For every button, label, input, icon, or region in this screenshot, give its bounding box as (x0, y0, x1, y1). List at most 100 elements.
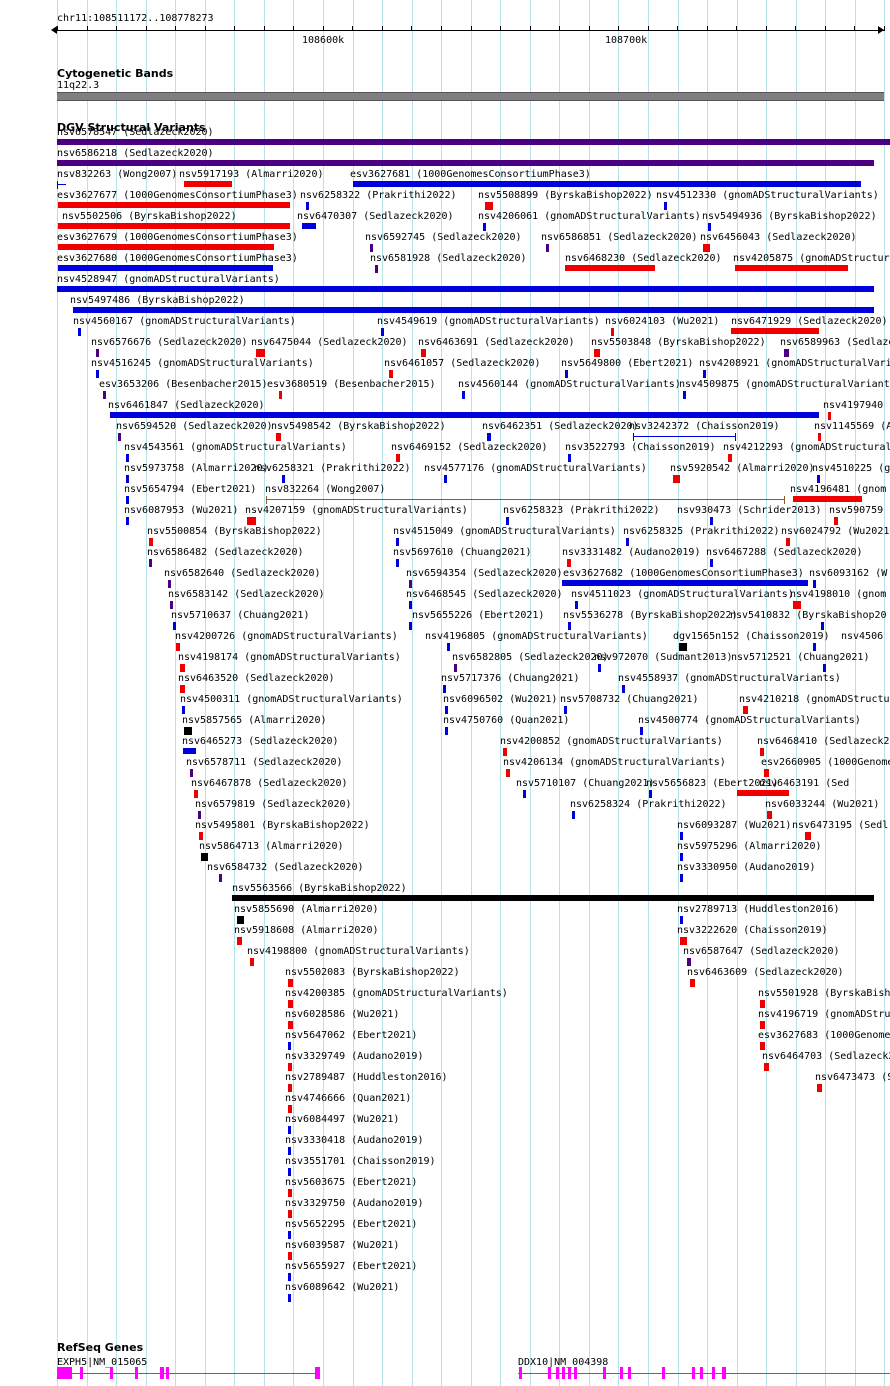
variant-glyph[interactable] (194, 790, 198, 798)
variant-glyph[interactable] (680, 832, 683, 840)
variant-glyph[interactable] (728, 454, 732, 462)
variant-glyph[interactable] (817, 475, 820, 483)
variant-glyph[interactable] (640, 727, 643, 735)
variant-glyph[interactable] (821, 622, 824, 630)
variant-glyph[interactable] (611, 328, 614, 336)
variant-glyph[interactable] (445, 706, 448, 714)
variant-glyph[interactable] (506, 769, 510, 777)
gene-exon[interactable] (562, 1367, 565, 1379)
variant-glyph[interactable] (764, 1063, 769, 1071)
gene-exon[interactable] (574, 1367, 577, 1379)
variant-glyph[interactable] (409, 601, 412, 609)
variant-glyph[interactable] (735, 265, 848, 271)
variant-glyph[interactable] (767, 811, 772, 819)
gene-exon[interactable] (628, 1367, 631, 1379)
variant-glyph[interactable] (575, 601, 578, 609)
variant-glyph[interactable] (288, 1273, 291, 1281)
variant-glyph[interactable] (58, 202, 290, 208)
variant-glyph[interactable] (503, 748, 507, 756)
variant-glyph[interactable] (96, 349, 99, 357)
variant-glyph[interactable] (396, 538, 399, 546)
variant-glyph[interactable] (683, 391, 686, 399)
variant-glyph[interactable] (396, 454, 400, 462)
variant-glyph[interactable] (760, 748, 764, 756)
variant-glyph[interactable] (288, 1126, 291, 1134)
variant-glyph[interactable] (664, 202, 667, 210)
variant-glyph[interactable] (250, 958, 254, 966)
variant-glyph[interactable] (568, 454, 571, 462)
variant-glyph[interactable] (237, 916, 244, 924)
gene-exon[interactable] (519, 1367, 522, 1379)
variant-glyph[interactable] (445, 727, 448, 735)
gene-exon[interactable] (556, 1367, 559, 1379)
variant-glyph[interactable] (58, 265, 273, 271)
variant-glyph[interactable] (370, 244, 373, 252)
variant-glyph[interactable] (288, 1168, 291, 1176)
variant-glyph[interactable] (673, 475, 680, 483)
variant-glyph[interactable] (184, 181, 232, 187)
variant-glyph[interactable] (687, 958, 691, 966)
variant-glyph[interactable] (180, 664, 185, 672)
variant-glyph[interactable] (680, 937, 687, 945)
variant-glyph[interactable] (743, 706, 748, 714)
variant-glyph[interactable] (834, 517, 838, 525)
variant-glyph[interactable] (126, 454, 129, 462)
variant-glyph[interactable] (786, 538, 790, 546)
variant-glyph[interactable] (57, 139, 890, 145)
gene-exon[interactable] (548, 1367, 551, 1379)
variant-glyph[interactable] (567, 559, 571, 567)
variant-glyph[interactable] (58, 223, 290, 229)
variant-glyph[interactable] (703, 244, 710, 252)
variant-glyph[interactable] (96, 370, 99, 378)
variant-glyph[interactable] (454, 664, 457, 672)
variant-span-line[interactable] (633, 436, 735, 437)
variant-glyph[interactable] (421, 349, 426, 357)
variant-glyph[interactable] (506, 517, 509, 525)
variant-glyph[interactable] (793, 496, 862, 502)
variant-glyph[interactable] (57, 286, 874, 292)
variant-glyph[interactable] (288, 1294, 291, 1302)
variant-glyph[interactable] (813, 643, 816, 651)
gene-exon[interactable] (57, 1367, 72, 1379)
variant-glyph[interactable] (288, 1105, 292, 1113)
variant-glyph[interactable] (288, 1231, 291, 1239)
variant-glyph[interactable] (523, 790, 526, 798)
variant-glyph[interactable] (201, 853, 208, 861)
variant-span-line[interactable] (266, 499, 784, 500)
variant-span-line[interactable] (57, 184, 66, 185)
variant-glyph[interactable] (57, 160, 874, 166)
variant-glyph[interactable] (78, 328, 81, 336)
variant-glyph[interactable] (703, 370, 706, 378)
variant-glyph[interactable] (247, 517, 256, 525)
variant-glyph[interactable] (409, 580, 412, 588)
variant-glyph[interactable] (302, 223, 316, 229)
variant-glyph[interactable] (710, 559, 713, 567)
variant-glyph[interactable] (184, 727, 192, 735)
variant-glyph[interactable] (737, 790, 789, 796)
variant-glyph[interactable] (232, 895, 874, 901)
variant-glyph[interactable] (306, 202, 309, 210)
gene-exon[interactable] (722, 1367, 726, 1379)
variant-glyph[interactable] (823, 664, 826, 672)
variant-glyph[interactable] (680, 874, 683, 882)
gene-exon[interactable] (603, 1367, 606, 1379)
gene-exon[interactable] (568, 1367, 571, 1379)
gene-exon[interactable] (712, 1367, 715, 1379)
gene-exon[interactable] (620, 1367, 623, 1379)
variant-glyph[interactable] (126, 517, 129, 525)
variant-glyph[interactable] (276, 433, 281, 441)
variant-glyph[interactable] (680, 853, 683, 861)
variant-glyph[interactable] (598, 664, 601, 672)
variant-glyph[interactable] (731, 328, 819, 334)
variant-glyph[interactable] (483, 223, 486, 231)
variant-glyph[interactable] (565, 370, 568, 378)
variant-glyph[interactable] (288, 1063, 292, 1071)
variant-glyph[interactable] (190, 769, 193, 777)
variant-glyph[interactable] (149, 538, 153, 546)
gene-exon[interactable] (166, 1367, 169, 1379)
variant-glyph[interactable] (649, 790, 652, 798)
variant-glyph[interactable] (118, 433, 121, 441)
variant-glyph[interactable] (389, 370, 393, 378)
variant-glyph[interactable] (73, 307, 874, 313)
variant-glyph[interactable] (760, 1042, 765, 1050)
